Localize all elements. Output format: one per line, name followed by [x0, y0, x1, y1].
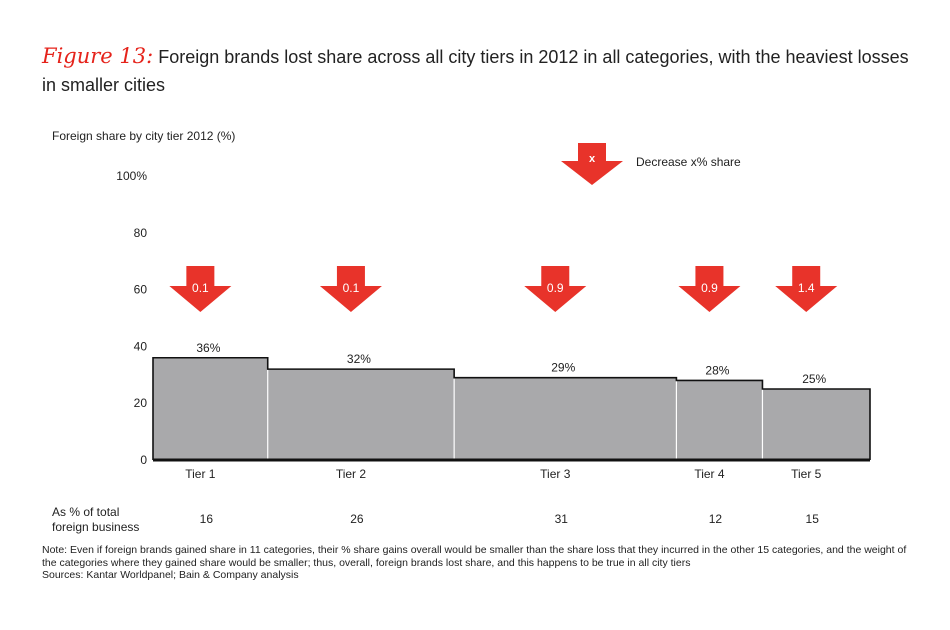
y-tick-label: 40: [134, 339, 148, 353]
width-value: 26: [350, 512, 364, 526]
decrease-arrow-icon: [678, 266, 741, 312]
width-value: 31: [555, 512, 569, 526]
bar-value-label: 29%: [551, 361, 575, 375]
x-tick-label: Tier 2: [336, 467, 367, 481]
y-tick-label: 60: [134, 283, 148, 297]
x-tick-label: Tier 3: [540, 467, 571, 481]
decrease-arrow-icon: [524, 266, 587, 312]
legend-arrow-icon: [561, 143, 623, 185]
note-text: Note: Even if foreign brands gained shar…: [42, 544, 907, 569]
y-tick-label: 100%: [116, 169, 147, 183]
y-axis-label: Foreign share by city tier 2012 (%): [52, 129, 235, 143]
decrease-value: 0.9: [547, 281, 564, 295]
bar: [676, 380, 763, 460]
bar-value-label: 32%: [347, 352, 371, 366]
width-value: 16: [200, 512, 214, 526]
bar: [762, 389, 870, 460]
chart: Foreign share by city tier 2012 (%) 0 20 4…: [52, 129, 871, 534]
bar-value-label: 25%: [802, 372, 826, 386]
title-text: Foreign brands lost share across all cit…: [42, 47, 909, 95]
sources-text: Sources: Kantar Worldpanel; Bain & Compa…: [42, 569, 299, 581]
y-tick-label: 80: [134, 226, 148, 240]
decrease-value: 0.1: [343, 281, 360, 295]
legend: x Decrease x% share: [561, 143, 741, 185]
bar: [454, 377, 677, 460]
decrease-value: 0.9: [701, 281, 718, 295]
y-ticks: 0 20 40 60 80 100%: [116, 169, 147, 467]
y-tick-label: 20: [134, 396, 148, 410]
width-value: 12: [709, 512, 723, 526]
bar-outline: [152, 356, 871, 460]
decrease-value: 1.4: [798, 281, 815, 295]
y-tick-label: 0: [140, 453, 147, 467]
bar: [267, 369, 455, 460]
widths-label-line1: As % of total foreign business: [52, 505, 139, 534]
legend-text: Decrease x% share: [636, 155, 741, 169]
x-tick-labels: Tier 1 Tier 2 Tier 3 Tier 4 Tier 5: [185, 467, 821, 481]
figure-label: Figure 13:: [42, 44, 154, 68]
x-tick-label: Tier 4: [694, 467, 725, 481]
bar-value-label: 28%: [705, 363, 729, 377]
bar: [153, 357, 268, 460]
width-values: 16 26 31 12 15: [200, 512, 820, 526]
footnote: Note: Even if foreign brands gained shar…: [42, 544, 922, 582]
chart-title: Figure 13: Foreign brands lost share acr…: [42, 42, 922, 99]
bar-value-label: 36%: [196, 341, 220, 355]
decrease-arrow-icon: [319, 266, 382, 312]
decrease-arrow-icon: [775, 266, 838, 312]
width-value: 15: [806, 512, 820, 526]
decrease-arrows: 0.1 0.1 0.9 0.9 1.4: [169, 266, 838, 312]
decrease-value: 0.1: [192, 281, 209, 295]
bars: 36% 32% 29% 28% 25%: [152, 341, 871, 460]
decrease-arrow-icon: [169, 266, 232, 312]
x-tick-label: Tier 1: [185, 467, 216, 481]
x-tick-label: Tier 5: [791, 467, 822, 481]
legend-marker: x: [589, 153, 596, 165]
